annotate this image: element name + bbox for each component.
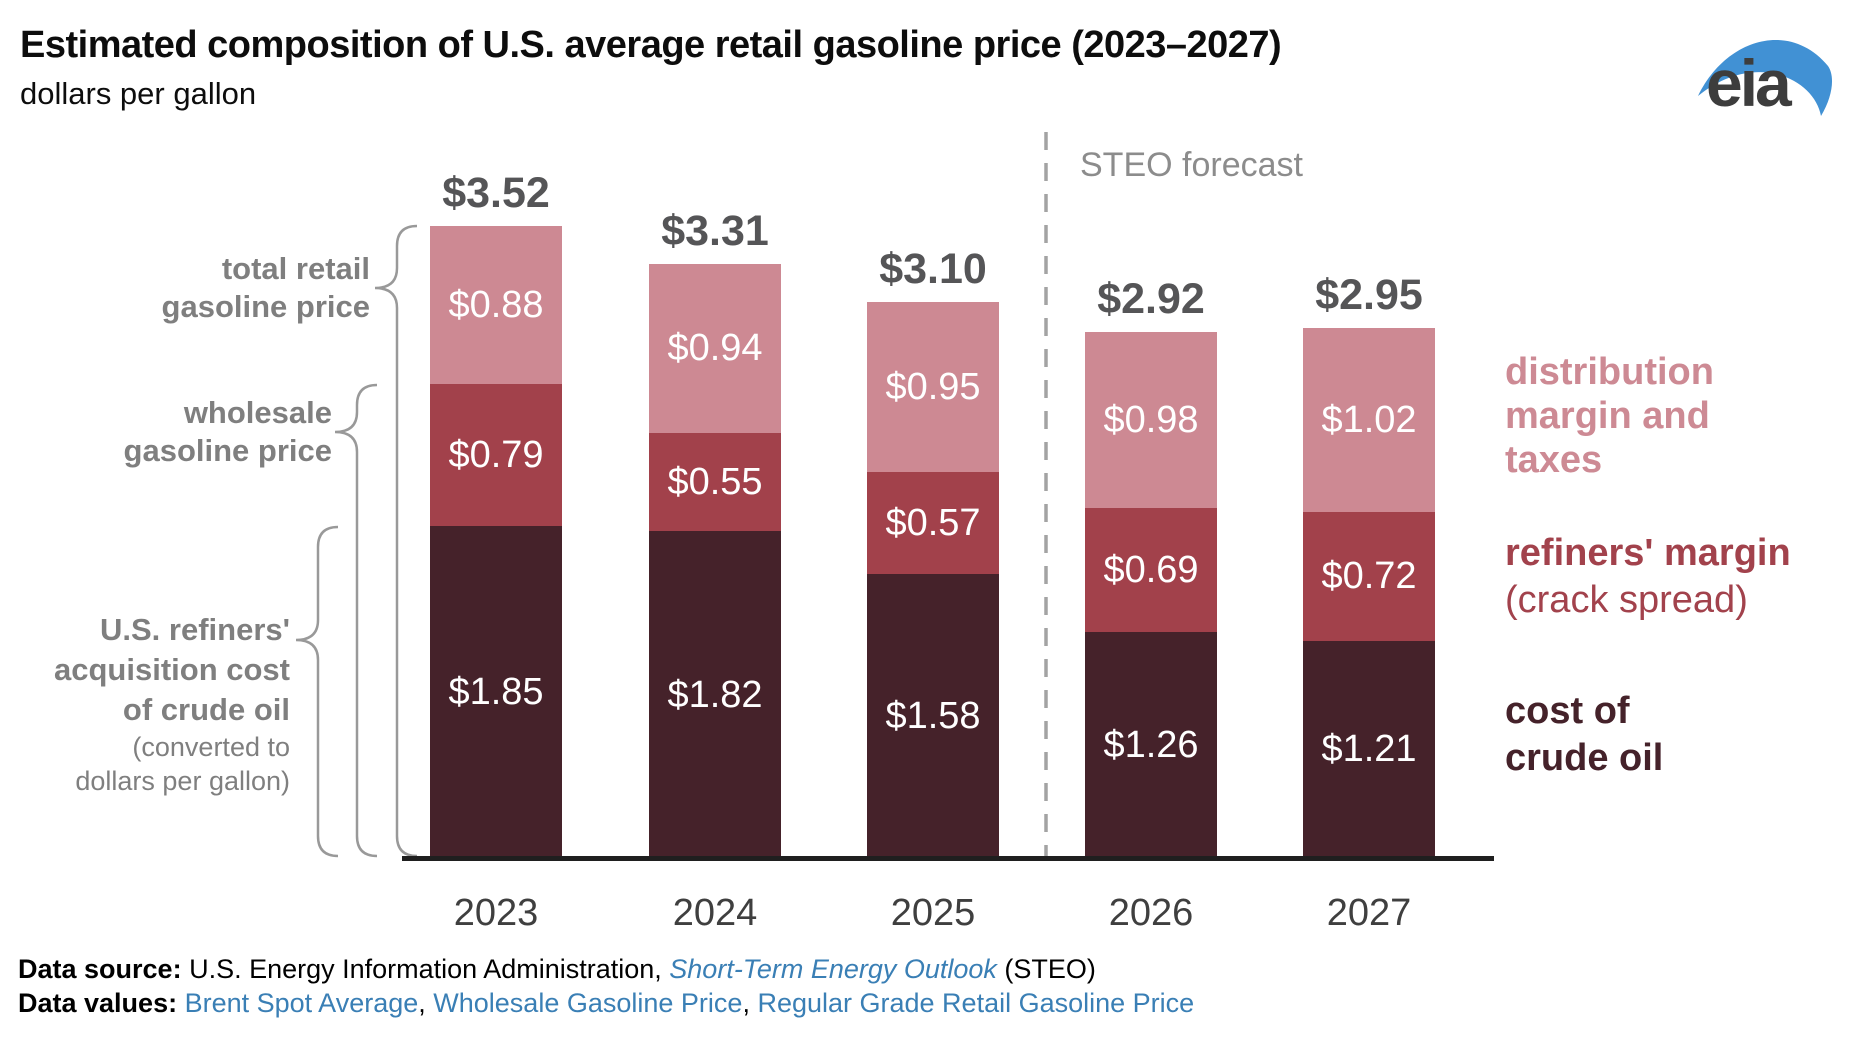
- eia-logo-text: eia: [1706, 46, 1792, 120]
- x-tick-2024: 2024: [672, 892, 758, 934]
- legend-line: taxes: [1505, 439, 1603, 481]
- total-label-2024: $3.31: [661, 206, 769, 255]
- total-label-2025: $3.10: [879, 244, 987, 293]
- segment-value-label: $1.85: [448, 670, 544, 713]
- bar-segment-refiners-2027: [1303, 511, 1435, 641]
- legend-refiners-margin: refiners' margin (crack spread): [1505, 530, 1791, 624]
- x-axis-line: [402, 856, 1494, 861]
- eia-logo: eia: [1692, 16, 1844, 128]
- annotation-note-line: dollars per gallon): [75, 766, 290, 796]
- segment-value-label: $1.21: [1321, 728, 1417, 771]
- segment-value-label: $1.02: [1321, 399, 1417, 442]
- page-title: Estimated composition of U.S. average re…: [20, 24, 1282, 66]
- bar-segment-refiners-2026: [1085, 507, 1217, 632]
- annotation-total-retail: total retail gasoline price: [0, 250, 370, 326]
- annotation-note-line: (converted to: [132, 732, 290, 762]
- data-source-text: U.S. Energy Information Administration,: [181, 954, 670, 984]
- bar-segment-crude-2027: [1303, 640, 1435, 858]
- bar-segment-crude-2024: [649, 531, 781, 858]
- total-label-2023: $3.52: [442, 169, 550, 218]
- segment-value-label: $0.88: [448, 284, 544, 327]
- annotation-line: acquisition cost: [54, 652, 290, 687]
- data-source-label: Data source:: [18, 954, 182, 984]
- bar-segment-crude-2026: [1085, 631, 1217, 858]
- separator: ,: [418, 988, 434, 1018]
- bar-segment-crude-2025: [867, 574, 999, 858]
- legend-distribution-margin: distribution margin and taxes: [1505, 350, 1714, 482]
- bar-segment-crude-2023: [430, 525, 562, 858]
- bar-segment-refiners-2023: [430, 384, 562, 526]
- bar-segment-refiners-2024: [649, 432, 781, 532]
- brent-spot-link[interactable]: Brent Spot Average: [184, 988, 419, 1018]
- brace-crude-cost: [295, 525, 339, 858]
- annotation-line: of crude oil: [122, 692, 290, 727]
- segment-value-label: $1.82: [667, 673, 763, 716]
- legend-cost-of-crude: cost of crude oil: [1505, 688, 1663, 782]
- bar-segment-distribution-2023: [430, 226, 562, 385]
- segment-value-label: $1.58: [885, 695, 981, 738]
- legend-line: refiners' margin: [1505, 532, 1791, 574]
- annotation-wholesale: wholesale gasoline price: [0, 394, 332, 470]
- legend-line: crude oil: [1505, 737, 1664, 779]
- annotation-line: U.S. refiners': [100, 612, 290, 647]
- forecast-label: STEO forecast: [1080, 146, 1303, 184]
- total-label-2027: $2.95: [1315, 271, 1423, 320]
- wholesale-price-link[interactable]: Wholesale Gasoline Price: [433, 988, 743, 1018]
- bar-segment-distribution-2025: [867, 301, 999, 473]
- brace-wholesale: [334, 383, 378, 858]
- annotation-line: wholesale: [183, 395, 332, 430]
- annotation-line: gasoline price: [161, 289, 370, 324]
- x-tick-2026: 2026: [1108, 892, 1194, 934]
- segment-value-label: $0.57: [885, 502, 981, 545]
- data-values-line: Data values: Brent Spot Average, Wholesa…: [18, 988, 1194, 1019]
- legend-line: distribution: [1505, 351, 1714, 393]
- segment-value-label: $0.98: [1103, 399, 1199, 442]
- x-tick-2025: 2025: [890, 892, 976, 934]
- annotation-line: total retail: [221, 251, 370, 286]
- spacer: [177, 988, 185, 1018]
- legend-note-line: (crack spread): [1505, 579, 1748, 621]
- segment-value-label: $0.79: [448, 434, 544, 477]
- segment-value-label: $0.95: [885, 365, 981, 408]
- bar-segment-refiners-2025: [867, 472, 999, 575]
- legend-line: margin and: [1505, 395, 1710, 437]
- bar-segment-distribution-2026: [1085, 332, 1217, 508]
- steo-link[interactable]: Short-Term Energy Outlook: [669, 954, 997, 984]
- x-tick-2023: 2023: [453, 892, 539, 934]
- bar-segment-distribution-2024: [649, 263, 781, 433]
- annotation-crude-cost: U.S. refiners' acquisition cost of crude…: [0, 610, 290, 798]
- segment-value-label: $1.26: [1103, 723, 1199, 766]
- segment-value-label: $0.69: [1103, 548, 1199, 591]
- eia-swoosh-icon: [1698, 39, 1833, 116]
- legend-line: cost of: [1505, 690, 1630, 732]
- data-values-label: Data values:: [18, 988, 178, 1018]
- separator: ,: [742, 988, 758, 1018]
- x-tick-2027: 2027: [1326, 892, 1412, 934]
- segment-value-label: $0.72: [1321, 555, 1417, 598]
- total-label-2026: $2.92: [1097, 275, 1205, 324]
- segment-value-label: $0.55: [667, 460, 763, 503]
- data-source-line: Data source: U.S. Energy Information Adm…: [18, 954, 1096, 985]
- data-source-suffix: (STEO): [996, 954, 1096, 984]
- annotation-line: gasoline price: [123, 433, 332, 468]
- chart-units-subtitle: dollars per gallon: [20, 76, 257, 111]
- segment-value-label: $0.94: [667, 327, 763, 370]
- bar-segment-distribution-2027: [1303, 328, 1435, 512]
- retail-price-link[interactable]: Regular Grade Retail Gasoline Price: [757, 988, 1195, 1018]
